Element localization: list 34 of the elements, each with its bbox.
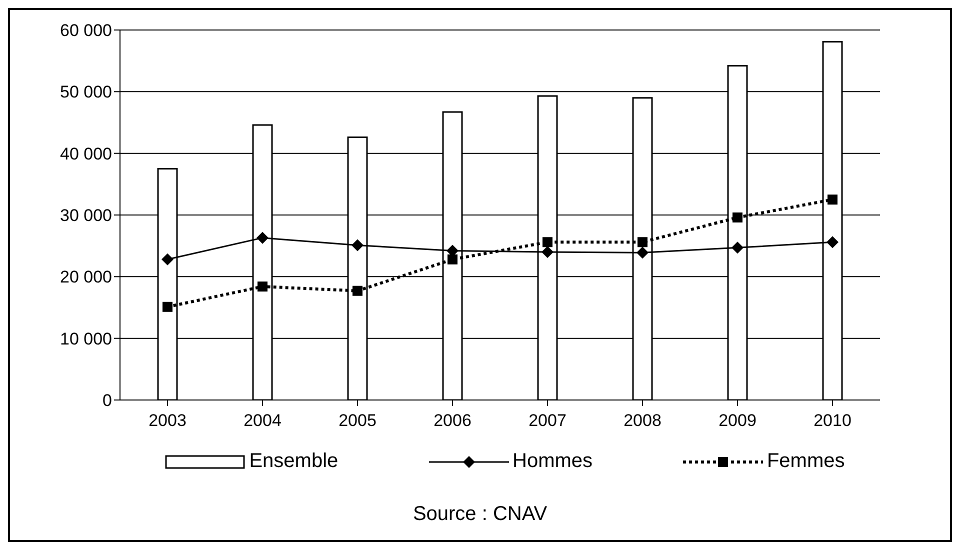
point xyxy=(258,282,268,292)
point xyxy=(352,286,362,296)
point xyxy=(542,246,554,258)
y-tick-label: 60 000 xyxy=(60,21,112,40)
point xyxy=(732,212,742,222)
x-tick-label: 2009 xyxy=(718,411,756,430)
point xyxy=(542,237,552,248)
source-note: Source : CNAV xyxy=(412,503,548,526)
y-tick-label: 10 000 xyxy=(60,329,112,348)
y-tick-label: 30 000 xyxy=(60,206,112,226)
point xyxy=(732,242,744,254)
x-tick-label: 2003 xyxy=(148,411,186,430)
point xyxy=(636,246,648,259)
x-tick-label: 2010 xyxy=(814,411,852,430)
point xyxy=(828,194,838,205)
legend-label: Femmes xyxy=(766,450,845,473)
x-tick-label: 2007 xyxy=(528,411,566,430)
legend-label: Hommes xyxy=(512,450,593,473)
x-tick-label: 2008 xyxy=(624,411,662,430)
y-tick-label: 20 000 xyxy=(60,268,112,287)
point xyxy=(162,302,172,312)
x-tick-label: 2005 xyxy=(338,411,376,430)
y-tick-label: 0 xyxy=(102,391,112,410)
legend-label: Ensemble xyxy=(249,450,338,473)
y-tick-label: 50 000 xyxy=(60,82,112,102)
point xyxy=(162,253,174,266)
point xyxy=(352,239,364,252)
point xyxy=(256,232,268,244)
x-tick-label: 2004 xyxy=(244,411,282,430)
x-tick-label: 2006 xyxy=(434,411,472,430)
point xyxy=(448,254,458,264)
y-tick-label: 40 000 xyxy=(60,144,112,164)
point xyxy=(826,236,838,248)
point xyxy=(638,237,648,248)
